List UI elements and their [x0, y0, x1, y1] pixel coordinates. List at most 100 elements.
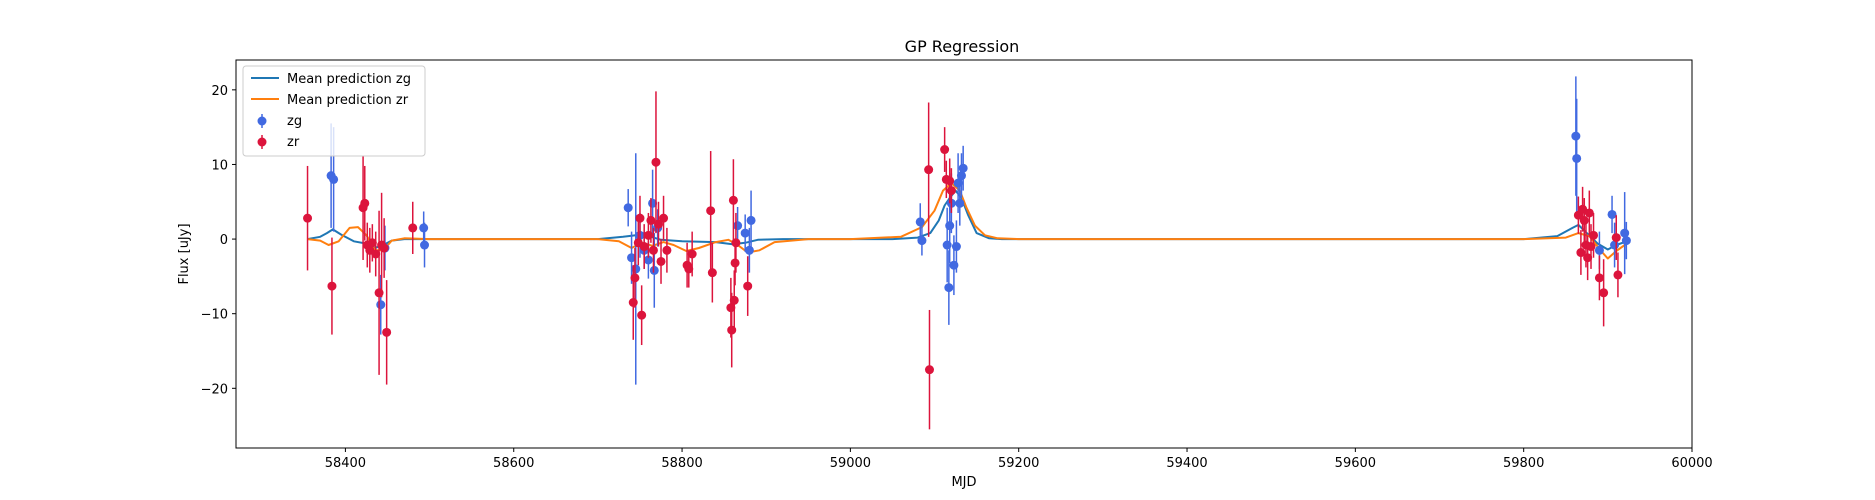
data-point [1610, 240, 1620, 250]
data-point [623, 203, 633, 213]
x-tick-label: 58600 [493, 456, 534, 471]
x-tick-label: 59600 [1335, 456, 1376, 471]
data-point [1599, 288, 1609, 298]
data-point [371, 249, 381, 259]
legend-label-zg-points: zg [287, 114, 302, 129]
data-point [944, 283, 954, 293]
data-point [1572, 153, 1582, 163]
y-tick-label: 10 [211, 158, 228, 173]
data-point [946, 186, 956, 196]
data-point [945, 221, 955, 231]
data-point [419, 223, 429, 233]
data-point [1620, 228, 1630, 238]
data-point [729, 295, 739, 305]
data-point [726, 303, 736, 313]
x-tick-label: 58800 [661, 456, 702, 471]
data-point [637, 310, 647, 320]
data-point [1594, 245, 1604, 255]
series-line-mean-prediction-zg [307, 189, 1630, 251]
data-point [917, 236, 927, 246]
data-point [628, 298, 638, 307]
data-point [940, 145, 950, 155]
data-point [1594, 273, 1604, 283]
data-point [408, 223, 418, 233]
x-axis-ticks: 58400 58600 58800 59000 59200 59400 59600 59800… [325, 448, 1713, 471]
data-point [303, 213, 313, 223]
plot-frame [235, 59, 1693, 449]
x-axis-label: MJD [951, 475, 976, 490]
legend-swatch-zr-points [257, 135, 267, 149]
data-point [1613, 270, 1623, 280]
legend: Mean prediction zg Mean prediction zr zg… [242, 65, 426, 157]
x-tick-label: 59000 [830, 456, 871, 471]
data-point [643, 255, 653, 265]
data-point [646, 215, 656, 225]
data-point [1584, 208, 1594, 218]
data-point [945, 176, 955, 186]
x-tick-label: 59400 [1166, 456, 1207, 471]
data-point [1579, 215, 1589, 225]
data-point [630, 273, 640, 283]
x-tick-label: 59200 [998, 456, 1039, 471]
data-point [684, 264, 694, 274]
data-point [639, 242, 649, 252]
data-point [1589, 230, 1599, 240]
data-point [627, 253, 637, 263]
series-line-mean-prediction-zr [307, 182, 1630, 260]
y-tick-label: 20 [211, 84, 228, 99]
data-point [707, 268, 717, 278]
legend-label-zr-line: Mean prediction zr [287, 93, 409, 108]
data-point [744, 245, 754, 255]
data-point [924, 165, 934, 175]
data-point [1611, 233, 1621, 243]
data-point [635, 213, 645, 223]
x-tick-label: 60000 [1671, 456, 1712, 471]
data-point [728, 195, 738, 205]
data-point [743, 281, 753, 291]
data-point [376, 300, 386, 310]
data-point [733, 221, 743, 231]
chart-title: GP Regression [905, 37, 1020, 56]
data-point [1571, 131, 1581, 141]
data-point [924, 365, 934, 375]
data-point [379, 243, 389, 253]
data-point [659, 213, 669, 223]
data-point [706, 206, 716, 216]
data-point [382, 327, 392, 337]
data-point [360, 198, 370, 208]
data-point [651, 157, 661, 167]
data-point [367, 238, 377, 248]
data-point [955, 198, 965, 208]
data-point [915, 217, 925, 227]
y-tick-label: 0 [220, 233, 228, 248]
y-axis-ticks: −20 −10 0 10 20 [201, 84, 236, 397]
x-tick-label: 59800 [1503, 456, 1544, 471]
data-point [327, 281, 337, 291]
data-point [1621, 236, 1631, 246]
y-tick-label: −10 [201, 308, 228, 323]
data-point [1583, 253, 1593, 263]
legend-label-zr-points: zr [287, 135, 300, 150]
data-point [1576, 248, 1586, 258]
plot-content [303, 76, 1631, 430]
data-point [656, 256, 666, 266]
y-axis-label: Flux [uJy] [177, 223, 192, 284]
legend-label-zg-line: Mean prediction zg [287, 72, 411, 87]
data-point [731, 238, 741, 248]
y-tick-label: −20 [201, 382, 228, 397]
data-point [746, 215, 756, 225]
data-point [956, 171, 966, 181]
data-point [662, 245, 672, 255]
data-point [1607, 209, 1617, 219]
data-point [329, 174, 339, 184]
data-point [653, 219, 663, 229]
data-point [687, 249, 697, 259]
legend-swatch-zg-points [257, 114, 267, 128]
data-point [951, 242, 961, 252]
x-tick-label: 58400 [325, 456, 366, 471]
data-point [648, 245, 658, 255]
data-point [649, 265, 659, 275]
legend-box [242, 65, 426, 157]
series-points-zr [303, 91, 1623, 430]
